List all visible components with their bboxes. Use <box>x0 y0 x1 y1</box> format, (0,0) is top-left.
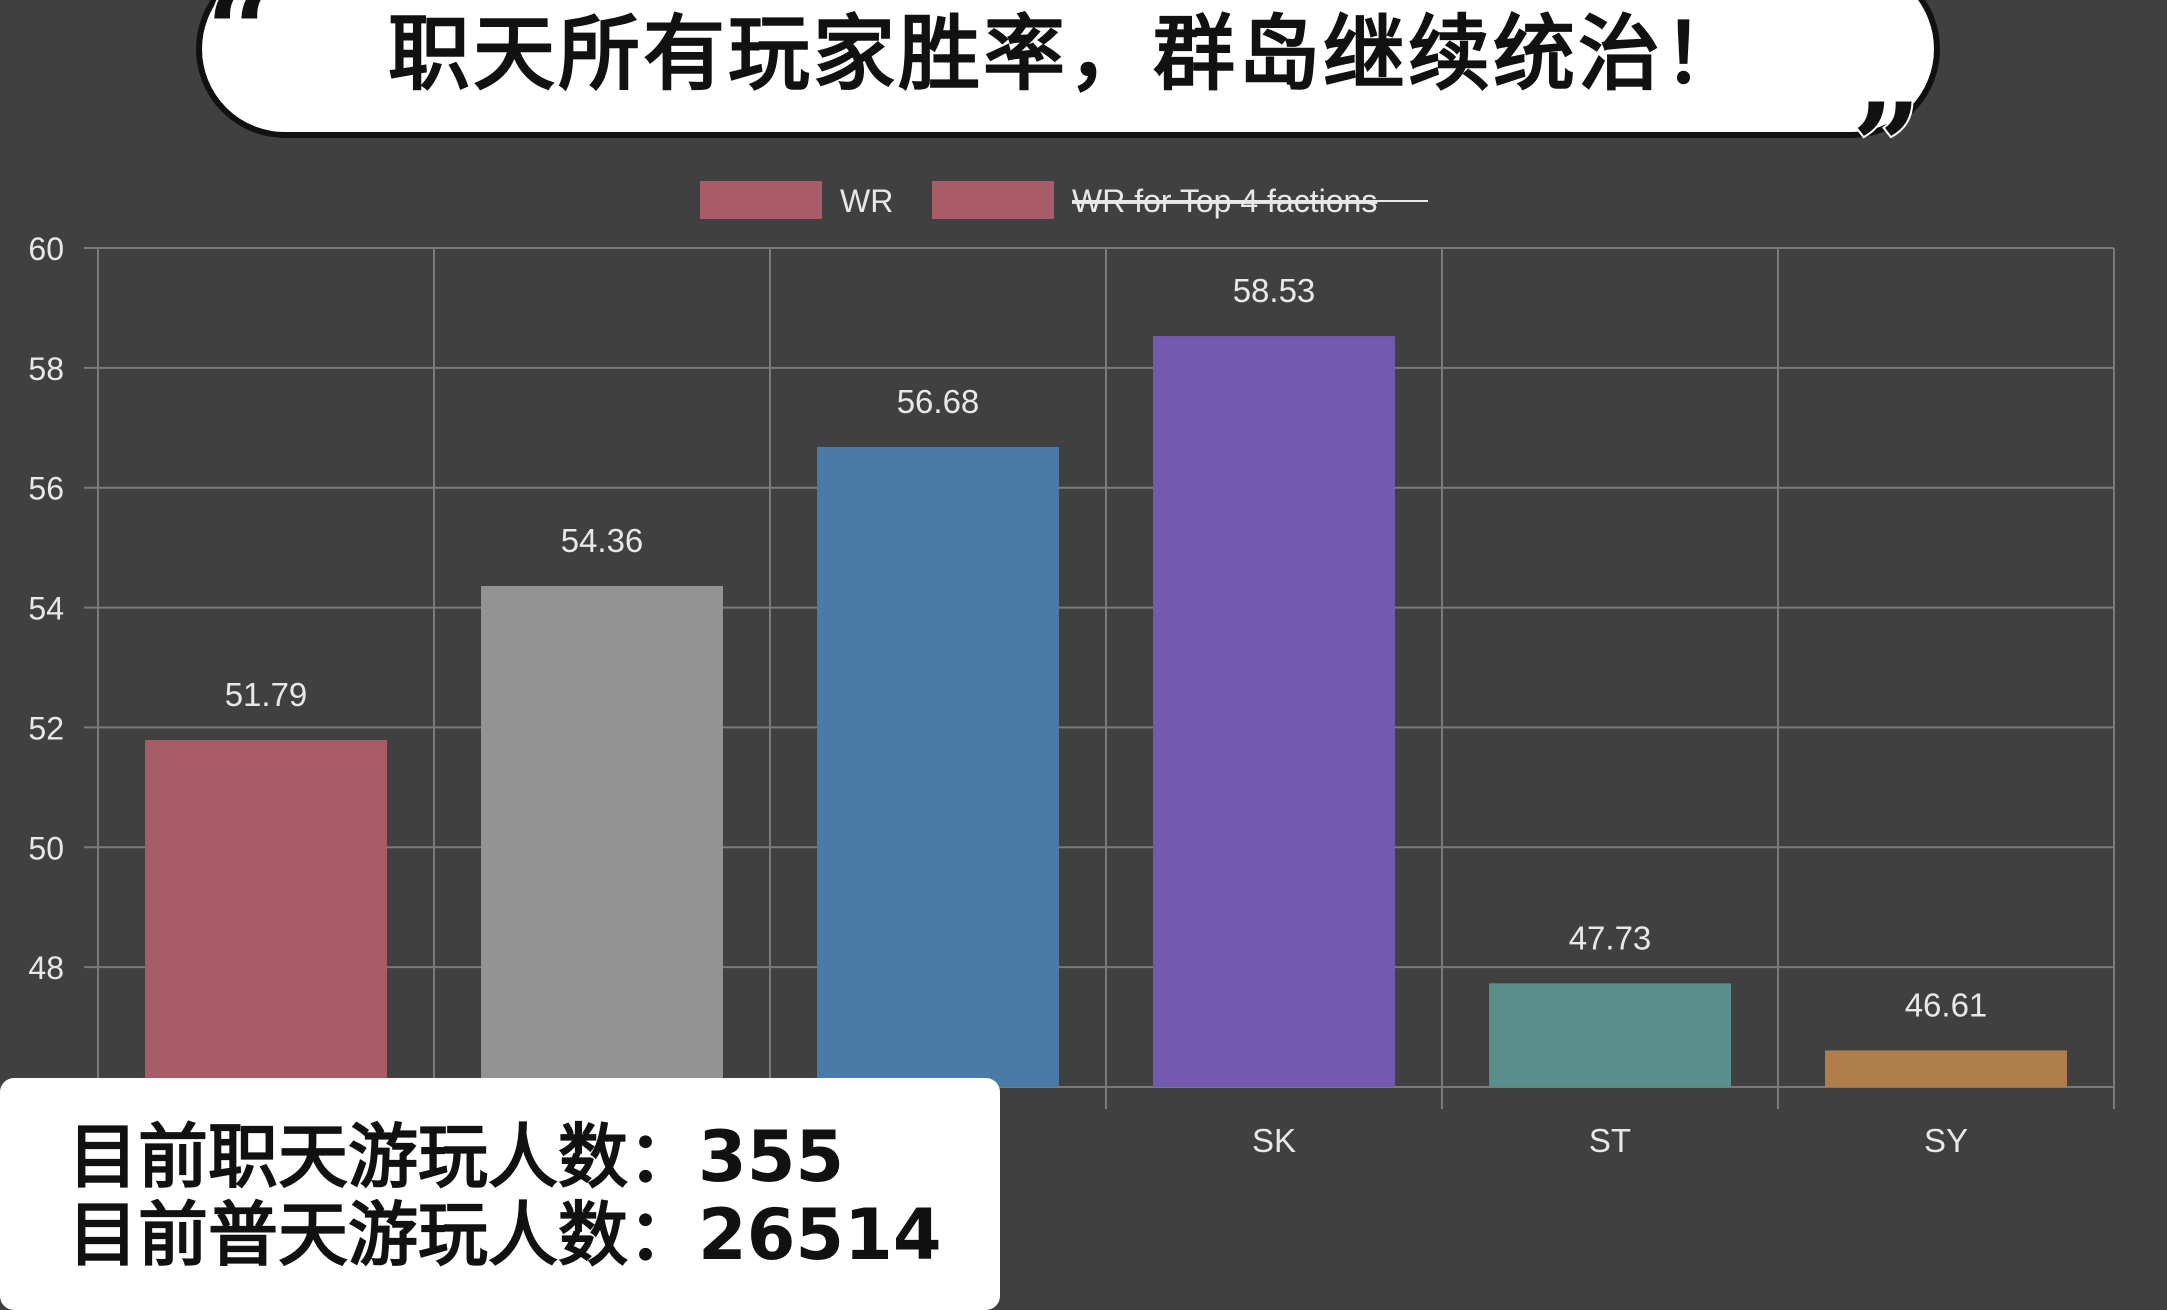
bar-5 <box>1825 1050 2067 1087</box>
player-count-box: 目前职天游玩人数：355 目前普天游玩人数：26514 <box>0 1078 1000 1310</box>
pro-player-count-value: 355 <box>698 1116 845 1198</box>
y-tick-label: 56 <box>28 471 64 507</box>
y-tick-label: 60 <box>28 231 64 267</box>
bar-value-label: 47.73 <box>1569 919 1652 956</box>
y-tick-label: 50 <box>28 830 64 866</box>
legend-swatch-0 <box>700 181 822 219</box>
x-tick-label: SY <box>1924 1122 1968 1159</box>
bar-4 <box>1489 983 1731 1087</box>
x-tick-label: SK <box>1252 1122 1296 1159</box>
legend-label-0: WR <box>840 183 893 219</box>
title-banner: 职天所有玩家胜率，群岛继续统治！ <box>196 0 1940 138</box>
y-tick-label: 54 <box>28 591 64 627</box>
bar-0 <box>145 740 387 1087</box>
bar-2 <box>817 446 1059 1087</box>
y-tick-label: 52 <box>28 710 64 746</box>
bar-value-label: 56.68 <box>897 383 980 420</box>
legend-swatch-1 <box>932 181 1054 219</box>
normal-player-count-label: 目前普天游玩人数： <box>68 1194 698 1276</box>
bar-1 <box>481 585 723 1087</box>
bar-value-label: 58.53 <box>1233 272 1316 309</box>
page-title: 职天所有玩家胜率，群岛继续统治！ <box>387 7 1748 102</box>
normal-player-count: 目前普天游玩人数：26514 <box>68 1196 1000 1274</box>
bar-value-label: 51.79 <box>225 676 308 713</box>
pro-player-count-label: 目前职天游玩人数： <box>68 1116 698 1198</box>
x-tick-label: ST <box>1589 1122 1631 1159</box>
pro-player-count: 目前职天游玩人数：355 <box>68 1118 1000 1196</box>
bar-value-label: 46.61 <box>1905 986 1988 1023</box>
open-quote-mark: “ <box>204 0 277 102</box>
y-tick-label: 58 <box>28 351 64 387</box>
bar-value-label: 54.36 <box>561 522 644 559</box>
close-quote-mark: ” <box>1850 77 1923 218</box>
normal-player-count-value: 26514 <box>698 1194 942 1276</box>
bar-3 <box>1153 336 1395 1088</box>
y-tick-label: 48 <box>28 950 64 986</box>
